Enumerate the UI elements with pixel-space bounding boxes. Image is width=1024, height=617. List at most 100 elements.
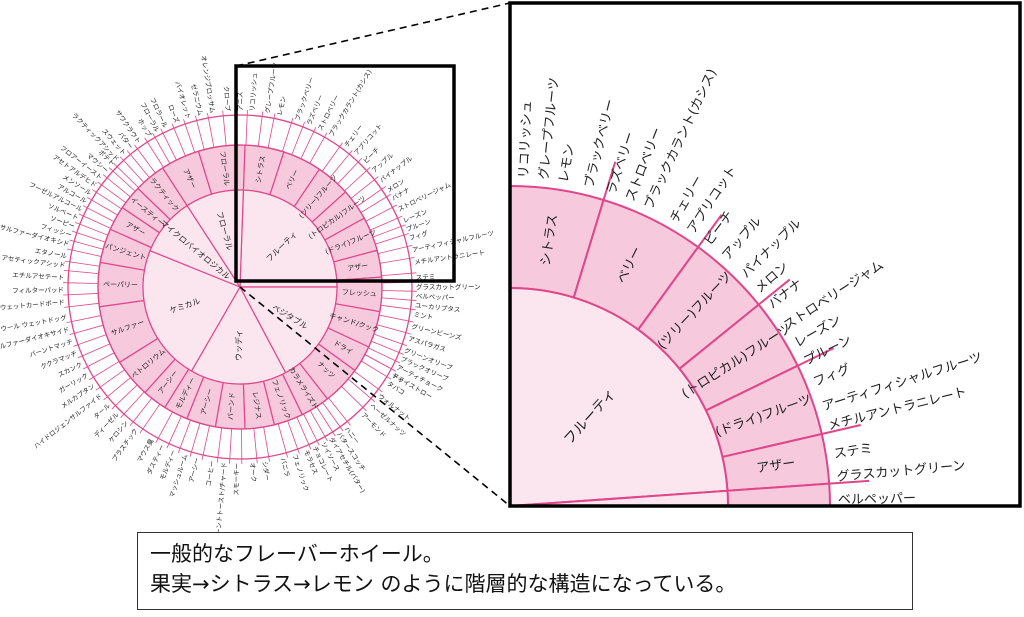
wheel-outer-divider: [282, 117, 294, 152]
wheel-outer-divider: [160, 128, 177, 161]
wheel-outer-divider: [87, 197, 118, 216]
wheel-inner-segment: [142, 249, 241, 372]
wheel-inner-segment: [239, 286, 338, 374]
wheel-outer-divider: [109, 167, 136, 192]
wheel-outer-divider: [287, 420, 300, 454]
zoom-outer-divider: [821, 424, 861, 435]
wheel-outer-divider: [341, 386, 367, 412]
zoom-outer-divider: [829, 479, 870, 485]
wheel-outer-divider: [373, 333, 408, 347]
wheel-inner-segment: [190, 285, 287, 385]
wheel-outer-divider: [371, 340, 404, 355]
wheel-outer-divider: [103, 377, 131, 401]
wheel-outer-divider: [67, 248, 102, 257]
wheel-outer-divider: [350, 176, 379, 199]
wheel-outer-divider: [63, 293, 99, 296]
wheel-outer-divider: [152, 132, 171, 164]
wheel-outer-divider: [376, 324, 411, 335]
wheel-outer-label: シダー: [261, 461, 273, 482]
wheel-outer-divider: [69, 324, 104, 335]
wheel-outer-divider: [316, 406, 336, 437]
wheel-outer-divider: [73, 334, 107, 347]
wheel-outer-divider: [126, 150, 150, 178]
wheel-outer-divider: [257, 111, 264, 147]
zoom-connector-bottom: [239, 286, 511, 507]
wheel-outer-divider: [277, 423, 288, 458]
wheel-outer-divider: [111, 384, 138, 410]
wheel-middle-ring: [97, 144, 383, 430]
wheel-outer-divider: [120, 391, 145, 418]
wheel-outer-divider: [381, 272, 417, 277]
wheel-outer-divider: [375, 233, 409, 245]
wheel-outer-divider: [360, 360, 392, 380]
wheel-outer-divider: [189, 423, 201, 457]
wheel-outer-divider: [329, 149, 353, 178]
wheel-outer-divider: [216, 427, 223, 463]
wheel-outer-divider: [177, 419, 191, 454]
wheel-outer-divider: [369, 215, 403, 231]
wheel-outer-divider: [77, 343, 111, 359]
wheel-outer-divider: [381, 297, 417, 301]
wheel-outer-divider: [95, 369, 125, 391]
wheel-outer-divider: [63, 282, 99, 284]
wheel-outer-divider: [296, 416, 312, 450]
wheel-outer-divider: [69, 239, 104, 250]
wheel-middle-label: バーンド: [227, 392, 237, 420]
wheel-outer-divider: [303, 413, 320, 446]
wheel-outer-label: フィルターパッド: [12, 285, 64, 295]
wheel-outer-label: ベルペッパー: [416, 292, 455, 302]
wheel-outer-divider: [155, 411, 173, 443]
wheel-outer-divider: [194, 115, 205, 150]
wheel-outer-divider: [360, 193, 391, 213]
wheel-outer-divider: [379, 314, 414, 323]
wheel-outer-divider: [377, 244, 413, 254]
wheel-outer-divider: [64, 260, 100, 267]
wheel-outer-divider: [97, 181, 126, 204]
wheel-middle-label: ペーパリー: [103, 281, 138, 290]
wheel-outer-divider: [309, 410, 328, 442]
wheel-outer-label: リコリッシュ: [248, 72, 259, 111]
zoom-outer-divider: [758, 278, 791, 306]
wheel-outer-label: グラスカットグリーン: [416, 282, 481, 291]
wheel-outer-divider: [321, 142, 343, 172]
wheel-outer-divider: [337, 158, 362, 185]
wheel-outer-label: コーヒー: [204, 460, 216, 487]
wheel-outer-divider: [379, 257, 415, 264]
wheel-outer-divider: [381, 290, 417, 292]
wheel-outer-divider: [183, 119, 196, 153]
wheel-outer-divider: [300, 126, 317, 159]
wheel-outer-divider: [82, 205, 115, 223]
wheel-inner-label: ウッディ: [233, 329, 244, 361]
wheel-outer-label: エチルアセテート: [12, 271, 64, 282]
wheel-outer-divider: [356, 186, 386, 207]
wheel-outer-divider: [368, 347, 401, 364]
wheel-outer-divider: [354, 370, 383, 393]
wheel-inner-segment: [239, 189, 338, 288]
caption-line-1: 一般的なフレーバーホイール。: [150, 542, 444, 566]
wheel-outer-label: ミント: [413, 311, 434, 322]
zoom-connector-top: [235, 2, 511, 67]
wheel-outer-divider: [64, 302, 99, 308]
wheel-outer-divider: [66, 315, 101, 323]
caption-line-2: 果実→シトラス→レモン のように階層的な構造になっている。: [150, 572, 737, 596]
wheel-outer-divider: [75, 222, 108, 236]
zoom-middle-label: アザー: [756, 456, 797, 477]
zoom-source-frame: [234, 64, 456, 283]
wheel-middle-label: フレッシュ: [342, 288, 377, 298]
wheel-outer-divider: [92, 189, 122, 210]
wheel-outer-divider: [71, 230, 106, 243]
wheel-outer-label: アニス: [236, 92, 244, 111]
zoom-outer-label: リコリッシュ: [517, 100, 535, 179]
wheel-outer-divider: [328, 397, 351, 426]
wheel-outer-divider: [322, 402, 344, 432]
wheel-outer-label: オーク: [248, 462, 257, 482]
wheel-outer-divider: [134, 144, 156, 174]
wheel-outer-divider: [129, 398, 153, 426]
wheel-outer-divider: [171, 123, 186, 157]
zoom-outer-divider: [797, 347, 835, 367]
wheel-outer-divider: [144, 137, 164, 168]
wheel-outer-divider: [78, 213, 111, 229]
wheel-outer-label: スモーキー: [232, 463, 241, 496]
wheel-outer-divider: [372, 224, 406, 238]
